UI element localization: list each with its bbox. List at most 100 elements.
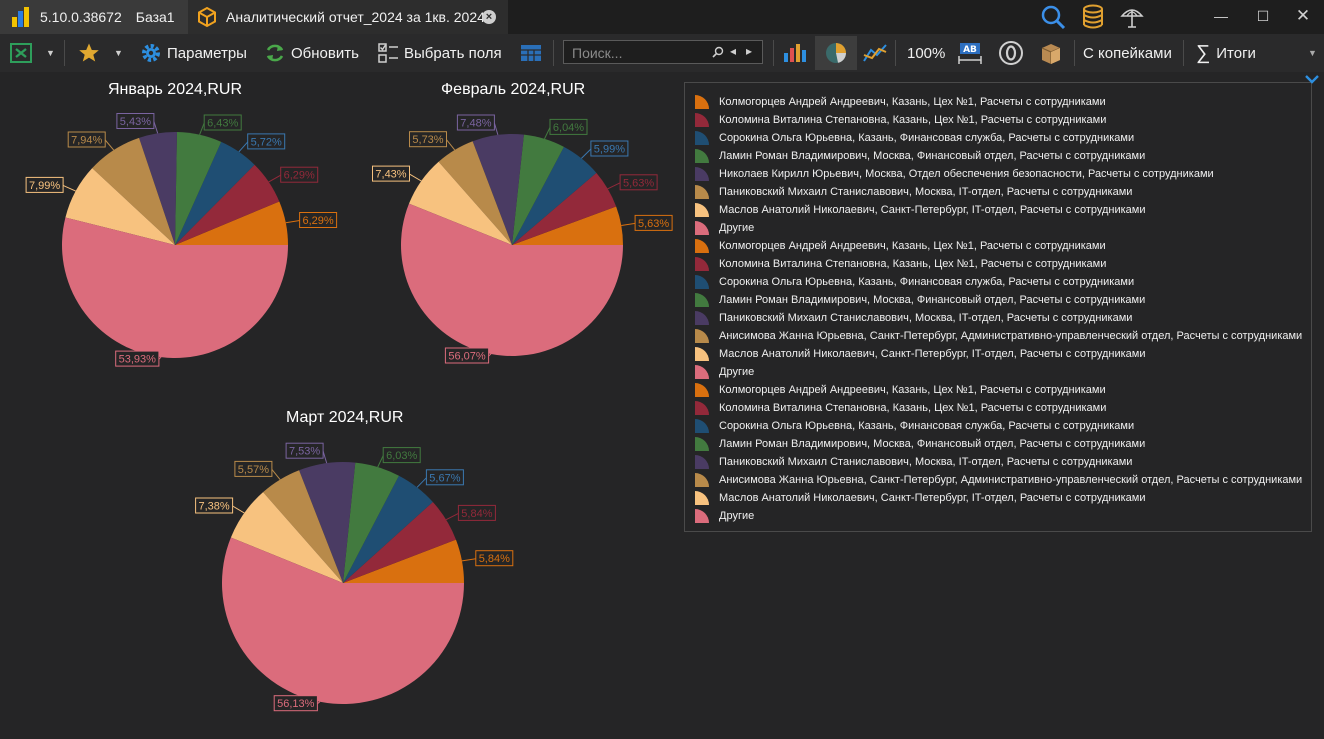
pie-label-leader xyxy=(445,512,459,521)
pie-slice[interactable] xyxy=(230,492,343,583)
pie-slice[interactable] xyxy=(408,161,512,245)
pie-label-leader xyxy=(238,141,249,153)
pie-slice[interactable] xyxy=(65,168,175,245)
legend-item[interactable]: Паниковский Михаил Станиславович, Москва… xyxy=(695,183,1132,201)
pie-slice[interactable] xyxy=(343,501,456,583)
pie-slice[interactable] xyxy=(438,141,512,245)
select-fields-button[interactable]: Выбрать поля xyxy=(377,38,502,68)
pie-slice[interactable] xyxy=(343,462,399,583)
legend-item[interactable]: Маслов Анатолий Николаевич, Санкт-Петерб… xyxy=(695,201,1146,219)
search-next-icon[interactable]: ▸ xyxy=(746,44,753,58)
beach-umbrella-icon[interactable] xyxy=(1119,4,1145,30)
minimize-button[interactable]: — xyxy=(1214,8,1228,24)
star-icon xyxy=(79,43,99,62)
legend-label: Коломина Виталина Степановна, Казань, Це… xyxy=(719,114,1107,126)
legend-item[interactable]: Николаев Кирилл Юрьевич, Москва, Отдел о… xyxy=(695,165,1214,183)
database-icon[interactable] xyxy=(1081,4,1105,30)
bar-chart-button[interactable] xyxy=(782,38,808,68)
legend-item[interactable]: Коломина Виталина Степановна, Казань, Це… xyxy=(695,399,1106,417)
close-window-button[interactable]: ✕ xyxy=(1295,6,1311,25)
pie-slice[interactable] xyxy=(221,537,464,704)
search-input[interactable] xyxy=(570,43,714,63)
favorites-button[interactable]: ▼ xyxy=(78,38,123,68)
gear-icon xyxy=(142,44,160,62)
pie-slice[interactable] xyxy=(175,164,280,245)
legend-item[interactable]: Паниковский Михаил Станиславович, Москва… xyxy=(695,453,1132,471)
pie-label-box xyxy=(475,550,514,567)
package-button[interactable] xyxy=(1038,38,1064,68)
legend-item[interactable]: Другие xyxy=(695,363,754,381)
legend-item[interactable]: Паниковский Михаил Станиславович, Москва… xyxy=(695,309,1132,327)
app-tab[interactable]: 5.10.0.38672 База1 xyxy=(0,0,188,34)
chevron-down-icon[interactable]: ▼ xyxy=(46,48,55,58)
pie-data-label: 6,04% xyxy=(553,122,584,134)
pie-slice[interactable] xyxy=(472,134,524,245)
pie-slice[interactable] xyxy=(62,217,288,359)
pie-chart-icon xyxy=(826,43,846,63)
select-fields-label: Выбрать поля xyxy=(404,44,502,62)
totals-button[interactable]: ∑ Итоги xyxy=(1196,38,1256,68)
pie-slice[interactable] xyxy=(512,146,597,245)
legend-item[interactable]: Другие xyxy=(695,219,754,237)
pie-slice[interactable] xyxy=(299,461,356,583)
zoom-button[interactable]: 100% xyxy=(907,38,945,68)
line-chart-button[interactable] xyxy=(862,38,888,68)
pie-slice[interactable] xyxy=(400,203,623,357)
legend-item[interactable]: Колмогорцев Андрей Андреевич, Казань, Це… xyxy=(695,93,1106,111)
collapse-chevron-icon[interactable] xyxy=(1304,72,1320,86)
legend-item[interactable]: Колмогорцев Андрей Андреевич, Казань, Це… xyxy=(695,237,1106,255)
pie-chart-button[interactable] xyxy=(815,36,857,70)
legend-item[interactable]: Анисимова Жанна Юрьевна, Санкт-Петербург… xyxy=(695,471,1302,489)
legend-item[interactable]: Сорокина Ольга Юрьевна, Казань, Финансов… xyxy=(695,273,1134,291)
params-button[interactable]: Параметры xyxy=(140,38,247,68)
fit-width-button[interactable]: AB xyxy=(957,38,983,68)
pie-slice[interactable] xyxy=(512,206,623,245)
pie-slice[interactable] xyxy=(175,141,255,245)
toolbar-overflow-chevron-icon[interactable]: ▼ xyxy=(1308,48,1317,58)
pie-slice[interactable] xyxy=(512,172,617,245)
pie-slice[interactable] xyxy=(175,201,288,246)
legend-item[interactable]: Колмогорцев Андрей Андреевич, Казань, Це… xyxy=(695,381,1106,399)
zero-values-button[interactable] xyxy=(998,38,1024,68)
legend-item[interactable]: Маслов Анатолий Николаевич, Санкт-Петерб… xyxy=(695,489,1146,507)
pie-slice[interactable] xyxy=(175,132,222,245)
pie-label-leader xyxy=(377,455,384,468)
checklist-icon xyxy=(378,43,398,63)
pie-data-label: 5,63% xyxy=(638,218,669,230)
pie-label-box xyxy=(382,447,421,464)
legend-label: Колмогорцев Андрей Андреевич, Казань, Це… xyxy=(719,96,1106,108)
legend-item[interactable]: Ламин Роман Владимирович, Москва, Финанс… xyxy=(695,435,1145,453)
legend-item[interactable]: Коломина Виталина Степановна, Казань, Це… xyxy=(695,255,1106,273)
close-tab-icon[interactable]: × xyxy=(482,10,496,24)
export-excel-button[interactable]: ▼ xyxy=(10,38,55,68)
legend-label: Другие xyxy=(719,222,755,234)
pie-label-box xyxy=(25,176,64,193)
legend-label: Николаев Кирилл Юрьевич, Москва, Отдел о… xyxy=(719,168,1214,180)
legend-item[interactable]: Сорокина Ольга Юрьевна, Казань, Финансов… xyxy=(695,129,1134,147)
legend-item[interactable]: Другие xyxy=(695,507,754,525)
legend-item[interactable]: Ламин Роман Владимирович, Москва, Финанс… xyxy=(695,291,1145,309)
refresh-label: Обновить xyxy=(291,44,359,62)
legend-item[interactable]: Ламин Роман Владимирович, Москва, Финанс… xyxy=(695,147,1145,165)
pie-slice[interactable] xyxy=(343,539,464,583)
legend-item[interactable]: Маслов Анатолий Николаевич, Санкт-Петерб… xyxy=(695,345,1146,363)
search-icon[interactable] xyxy=(1040,4,1066,30)
legend-item[interactable]: Анисимова Жанна Юрьевна, Санкт-Петербург… xyxy=(695,327,1302,345)
maximize-button[interactable]: ☐ xyxy=(1256,8,1270,24)
pie-slice[interactable] xyxy=(92,137,175,245)
table-view-button[interactable] xyxy=(520,38,542,68)
pie-label-leader xyxy=(268,174,281,183)
refresh-button[interactable]: Обновить xyxy=(264,38,359,68)
search-prev-icon[interactable]: ◂ xyxy=(730,44,737,58)
document-tab[interactable]: Аналитический отчет_2024 за 1кв. 2024 × xyxy=(188,0,508,34)
pie-slice[interactable] xyxy=(512,134,564,245)
legend-item[interactable]: Сорокина Ольга Юрьевна, Казань, Финансов… xyxy=(695,417,1134,435)
search-small-icon[interactable] xyxy=(712,46,724,58)
pie-slice[interactable] xyxy=(263,470,343,583)
fit-width-icon: AB xyxy=(958,43,982,64)
chevron-down-icon[interactable]: ▼ xyxy=(114,48,123,58)
legend-item[interactable]: Коломина Виталина Степановна, Казань, Це… xyxy=(695,111,1106,129)
pie-slice[interactable] xyxy=(343,475,433,583)
kopecks-toggle[interactable]: С копейками xyxy=(1083,38,1172,68)
pie-slice[interactable] xyxy=(139,132,177,245)
